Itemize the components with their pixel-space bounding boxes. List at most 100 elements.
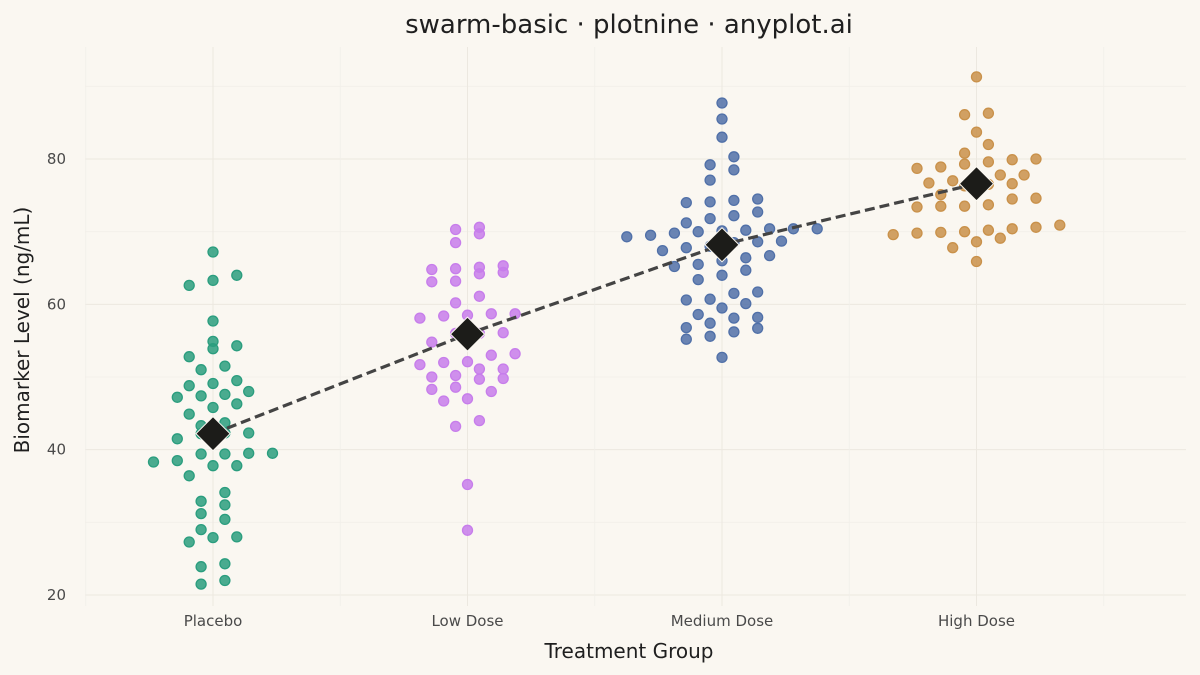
data-point [1006,193,1018,205]
x-axis-ticks: Placebo Low Dose Medium Dose High Dose [184,612,1015,630]
data-point [195,448,207,460]
data-point [982,138,995,151]
data-point [716,113,728,125]
data-point [982,199,995,211]
data-point [219,448,231,460]
data-point [752,311,764,324]
chart-title: swarm-basic · plotnine · anyplot.ai [405,10,853,40]
data-point [473,221,486,233]
data-point [485,349,497,361]
data-point [716,131,728,143]
data-point [207,401,219,414]
data-point [485,385,497,398]
data-point [728,312,740,324]
data-point [752,206,764,218]
data-point [207,315,219,327]
data-point [243,447,255,459]
y-tick-label: 20 [47,586,66,604]
x-tick-label: Medium Dose [671,612,774,630]
data-point [728,164,740,176]
data-point [231,531,243,543]
data-point [680,242,692,254]
data-point [183,380,195,392]
data-point [1030,153,1042,165]
data-point [704,196,716,208]
data-point [147,456,160,468]
data-point [970,71,983,83]
data-point [680,294,692,306]
data-point [171,391,183,403]
data-point [207,460,219,472]
data-point [219,388,231,401]
data-point [935,226,947,239]
data-point [704,159,716,171]
data-point [426,263,438,276]
data-point [231,460,243,472]
data-point [935,200,947,212]
data-point [716,269,728,281]
data-point [680,333,692,345]
data-point [195,364,207,376]
data-point [219,574,231,587]
data-point [728,326,740,338]
data-point [473,290,486,302]
data-point [195,507,207,520]
data-point [231,269,243,281]
data-point [668,227,681,239]
data-point [438,395,450,407]
data-point [438,310,450,322]
data-point [958,158,971,170]
data-point [449,369,462,382]
data-point [1006,223,1018,235]
data-point [958,200,971,212]
data-point [1054,219,1066,231]
data-point [740,264,752,276]
data-point [183,408,195,420]
data-point [958,226,971,238]
data-point [207,377,219,390]
data-point [219,513,231,526]
y-axis-ticks: 20 40 60 80 [47,150,66,604]
data-point [473,414,486,427]
data-point [911,162,923,175]
data-point [752,193,764,205]
data-point [958,109,971,121]
data-point [1006,178,1018,190]
data-point [716,351,728,364]
data-point [461,356,474,368]
data-point [911,201,923,213]
data-point [497,363,509,375]
y-axis-title: Biomarker Level (ng/mL) [10,207,34,454]
data-point [621,231,633,243]
data-point [958,147,971,159]
data-point [923,177,935,189]
data-point [1030,192,1042,204]
data-point [183,470,195,482]
data-point [219,360,231,372]
swarm-points [147,71,1066,590]
data-point [497,327,509,339]
data-point [207,274,219,287]
data-point [219,417,231,429]
data-point [231,340,243,352]
data-point [982,224,995,236]
data-point [740,252,752,264]
data-point [775,235,788,247]
data-point [266,447,279,459]
data-point [171,433,183,445]
data-point [704,293,716,305]
data-point [728,287,740,300]
data-point [728,194,740,207]
mean-marker [704,227,740,263]
data-point [171,454,183,467]
data-point [982,107,995,119]
data-point [183,351,195,363]
data-point [449,420,462,433]
data-point [449,236,462,249]
data-point [704,174,716,186]
data-point [1006,154,1018,166]
x-tick-label: Placebo [184,612,243,630]
data-point [195,523,207,536]
data-point [426,371,438,383]
